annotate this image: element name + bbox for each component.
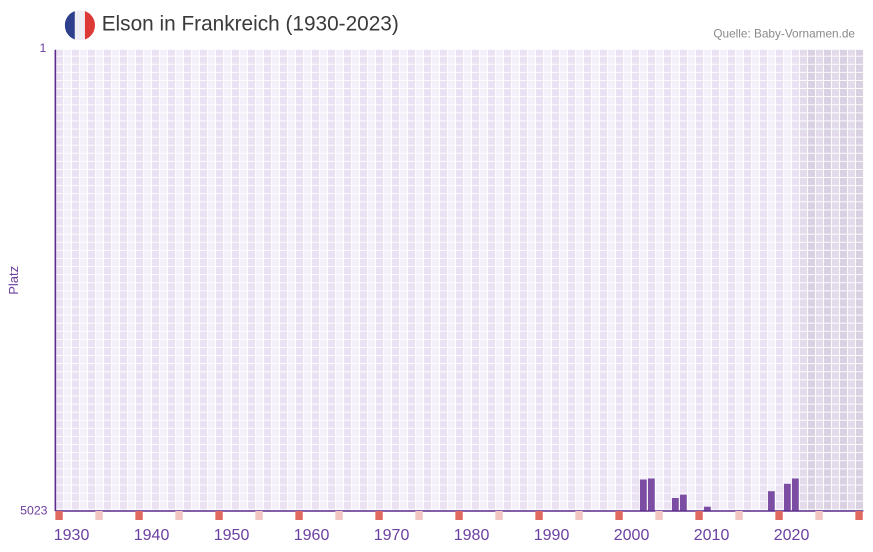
svg-text:1930: 1930 (54, 527, 90, 544)
svg-text:Platz: Platz (6, 266, 21, 295)
svg-text:1980: 1980 (454, 527, 490, 544)
svg-text:Elson in Frankreich (1930-2023: Elson in Frankreich (1930-2023) (102, 13, 399, 36)
svg-text:1960: 1960 (294, 527, 330, 544)
svg-text:1940: 1940 (134, 527, 170, 544)
svg-text:2000: 2000 (614, 527, 650, 544)
svg-text:5023: 5023 (20, 503, 48, 517)
svg-text:1990: 1990 (534, 527, 570, 544)
svg-text:1950: 1950 (214, 527, 250, 544)
svg-text:Quelle: Baby-Vornamen.de: Quelle: Baby-Vornamen.de (713, 27, 855, 41)
svg-text:2010: 2010 (694, 527, 730, 544)
svg-text:1: 1 (39, 41, 46, 55)
svg-text:2020: 2020 (774, 527, 810, 544)
svg-text:1970: 1970 (374, 527, 410, 544)
